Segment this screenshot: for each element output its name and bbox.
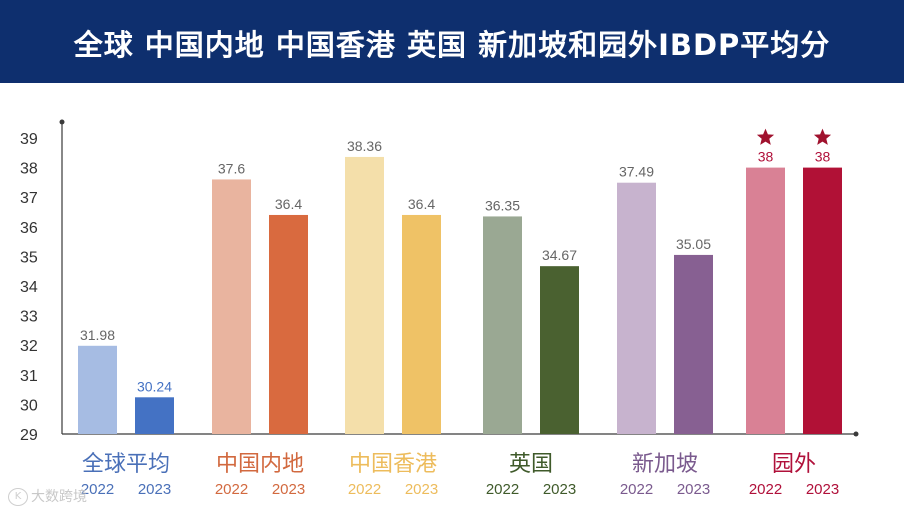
bar-value-label: 38 [758,149,774,165]
x-year-label: 2023 [806,481,839,498]
x-category-label: 新加坡 [632,452,698,477]
y-tick-label: 35 [20,249,38,266]
x-category-label: 全球平均 [82,452,170,477]
watermark-text: 大数跨境 [31,489,87,505]
bar [617,182,656,434]
x-year-label: 2023 [272,481,305,498]
x-category-label: 英国 [509,452,553,477]
bar-value-label: 35.05 [676,236,711,252]
bar [483,216,522,434]
y-tick-label: 33 [20,309,38,326]
watermark-logo-icon: K [8,488,28,506]
y-axis-end-dot [59,119,65,125]
bar [269,214,308,434]
bar [746,167,785,434]
bar-value-label: 31.98 [80,327,115,343]
y-tick-label: 30 [20,397,38,414]
bar [345,156,384,434]
bar-value-label: 37.6 [218,160,245,176]
star-icon [756,128,775,145]
x-year-label: 2023 [138,481,171,498]
y-tick-label: 31 [20,368,38,385]
y-tick-label: 29 [20,427,38,444]
bar [540,266,579,434]
x-year-label: 2022 [486,481,519,498]
bar [135,397,174,434]
y-tick-label: 39 [20,131,38,148]
y-tick-label: 32 [20,338,38,355]
bar [402,214,441,434]
chart-title: 全球 中国内地 中国香港 英国 新加坡和园外IBDP平均分 [73,28,831,62]
bar [78,345,117,434]
x-category-label: 中国内地 [216,452,304,477]
x-axis-end-dot [853,431,859,437]
y-tick-label: 36 [20,220,38,237]
x-category-label: 中国香港 [349,452,437,477]
x-year-label: 2022 [81,481,114,498]
title-bar: 全球 中国内地 中国香港 英国 新加坡和园外IBDP平均分 [0,0,904,83]
bar-value-label: 38 [815,149,831,165]
bar-value-label: 37.49 [619,164,654,180]
y-tick-label: 34 [20,279,38,296]
bar-value-label: 36.4 [408,196,435,212]
x-year-label: 2022 [348,481,381,498]
x-year-label: 2022 [215,481,248,498]
bar [803,167,842,434]
bar-value-label: 36.35 [485,197,520,213]
x-year-label: 2022 [620,481,653,498]
x-year-label: 2023 [543,481,576,498]
star-icon [813,128,832,145]
bar [212,179,251,434]
y-tick-label: 38 [20,161,38,178]
bar [674,254,713,434]
y-tick-label: 37 [20,190,38,207]
bar-value-label: 30.24 [137,378,172,394]
bar-value-label: 34.67 [542,247,577,263]
watermark: K 大数跨境 [8,486,87,506]
x-year-label: 2022 [749,481,782,498]
bar-value-label: 38.36 [347,138,382,154]
x-year-label: 2023 [405,481,438,498]
x-category-label: 园外 [772,452,816,477]
x-year-label: 2023 [677,481,710,498]
bar-value-label: 36.4 [275,196,302,212]
